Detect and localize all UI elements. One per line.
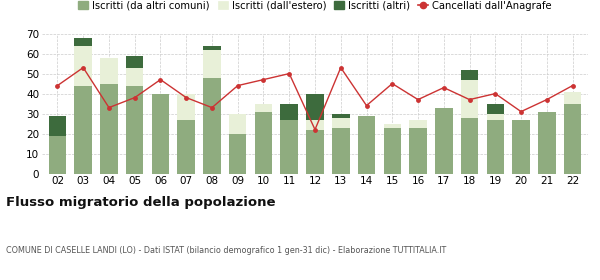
Bar — [409, 120, 427, 128]
Bar — [229, 114, 247, 134]
Bar — [538, 112, 556, 174]
Text: COMUNE DI CASELLE LANDI (LO) - Dati ISTAT (bilancio demografico 1 gen-31 dic) - : COMUNE DI CASELLE LANDI (LO) - Dati ISTA… — [6, 246, 446, 255]
Bar — [461, 118, 478, 174]
Bar — [487, 114, 504, 120]
Bar — [461, 70, 478, 80]
Bar — [306, 130, 324, 174]
Bar — [203, 50, 221, 78]
Bar — [564, 92, 581, 104]
Bar — [229, 134, 247, 174]
Bar — [152, 94, 169, 174]
Bar — [564, 104, 581, 174]
Bar — [306, 120, 324, 130]
Bar — [203, 78, 221, 174]
Bar — [100, 58, 118, 84]
Bar — [74, 46, 92, 86]
Bar — [487, 120, 504, 174]
Bar — [383, 128, 401, 174]
Bar — [178, 94, 195, 120]
Bar — [255, 104, 272, 112]
Bar — [178, 120, 195, 174]
Text: Flusso migratorio della popolazione: Flusso migratorio della popolazione — [6, 196, 275, 209]
Bar — [280, 104, 298, 120]
Bar — [203, 46, 221, 50]
Bar — [255, 112, 272, 174]
Bar — [74, 86, 92, 174]
Bar — [332, 128, 350, 174]
Bar — [126, 86, 143, 174]
Bar — [435, 108, 452, 174]
Bar — [74, 38, 92, 46]
Bar — [409, 128, 427, 174]
Bar — [487, 104, 504, 114]
Bar — [332, 118, 350, 128]
Bar — [126, 56, 143, 67]
Bar — [306, 94, 324, 120]
Bar — [126, 67, 143, 86]
Legend: Iscritti (da altri comuni), Iscritti (dall'estero), Iscritti (altri), Cancellati: Iscritti (da altri comuni), Iscritti (da… — [74, 0, 556, 15]
Bar — [383, 123, 401, 128]
Bar — [358, 116, 375, 174]
Bar — [512, 120, 530, 174]
Bar — [49, 116, 66, 136]
Bar — [280, 120, 298, 174]
Bar — [461, 80, 478, 118]
Bar — [100, 84, 118, 174]
Bar — [332, 114, 350, 118]
Bar — [49, 136, 66, 174]
